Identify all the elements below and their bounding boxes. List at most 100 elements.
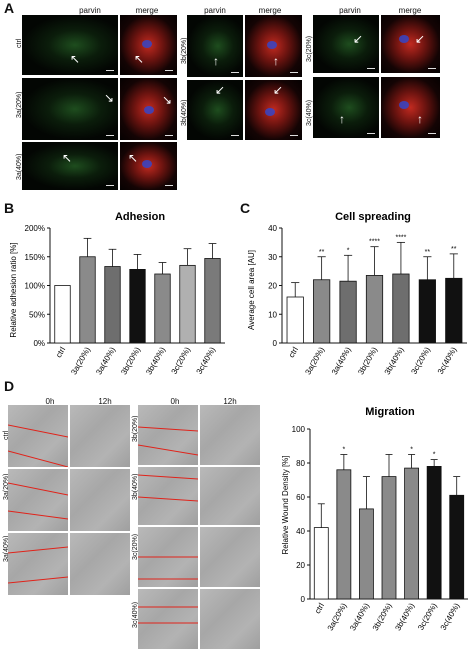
arrow-icon: ↙ — [273, 83, 284, 97]
nucleus — [142, 40, 152, 48]
adhesion-y-tick-label: 200% — [25, 224, 45, 233]
spreading-bar — [286, 296, 304, 344]
arrow-icon: ↘ — [162, 93, 173, 107]
scale-bar — [367, 133, 375, 134]
adhesion-ylabel: Relative adhesion ratio [%] — [9, 242, 18, 337]
migration-bar — [426, 466, 442, 600]
adhesion-bar — [79, 256, 96, 344]
adhesion-x-tick-label: 3b(20%) — [119, 345, 142, 376]
adhesion-y-tick-label: 0% — [33, 339, 45, 348]
spreading-significance-mark: ** — [451, 246, 457, 253]
wound-image-3b20-12h — [200, 405, 260, 465]
wound-image-3a40-12h — [70, 533, 130, 595]
migration-bar — [359, 508, 374, 600]
arrow-icon: ↘ — [104, 91, 115, 105]
time-header-12h-right: 12h — [223, 397, 237, 406]
wound-image-3a20-0h — [7, 469, 69, 531]
migration-bars: ctrl * 3a(20%) 3a(40%) 3b(20%) * 3b(40%) * 3c(20… — [313, 447, 465, 632]
scale-bar — [165, 185, 173, 186]
micrograph-merge-3b20: ↑ — [245, 15, 302, 77]
spreading-bars: ctrl**3a(20%)*3a(40%)****3b(20%)****3b(4… — [286, 234, 463, 376]
scale-bar — [231, 135, 239, 136]
migration-y-tick-label: 20 — [296, 561, 305, 570]
adhesion-bar — [204, 258, 221, 344]
micrograph-parvin-3b20: ↑ — [187, 15, 243, 77]
scale-bar — [290, 135, 298, 136]
scale-bar — [165, 70, 173, 71]
micrograph-merge-3b40: ↙ — [245, 80, 302, 140]
arrow-icon: ↖ — [128, 151, 139, 165]
adhesion-bar — [154, 273, 171, 344]
spreading-bar — [313, 279, 331, 344]
arrow-icon: ↖ — [62, 151, 73, 165]
row-label-3c20: 3c(20%) — [306, 35, 313, 62]
wound-image-3a40-0h — [7, 533, 69, 595]
spreading-bar — [339, 280, 357, 344]
spreading-chart-title: Cell spreading — [335, 211, 411, 223]
wound-image-3b20-0h — [137, 405, 199, 465]
panel-b-letter: B — [4, 200, 15, 216]
adhesion-bar — [179, 264, 196, 344]
scale-bar — [290, 72, 298, 73]
spreading-x-tick-label: 3c(20%) — [409, 345, 432, 376]
col-header-merge-1: merge — [135, 6, 159, 15]
col-header-merge-2: merge — [258, 6, 282, 15]
migration-y-tick-label: 100 — [292, 425, 306, 434]
migration-x-tick-label: 3c(20%) — [416, 601, 439, 632]
micrograph-parvin-3c40: ↑ — [313, 77, 379, 138]
migration-chart: Migration Relative Wound Density [%] 0 20… — [281, 406, 468, 632]
spreading-x-tick-label: ctrl — [287, 345, 300, 359]
spreading-x-tick-label: 3a(40%) — [330, 345, 353, 376]
arrow-icon: ↑ — [339, 112, 345, 126]
col-header-parvin-3: parvin — [339, 6, 361, 15]
adhesion-x-tick-label: ctrl — [54, 345, 67, 359]
nucleus — [399, 35, 409, 43]
adhesion-bar — [54, 285, 71, 344]
wound-image-3c40-0h — [138, 589, 198, 649]
migration-y-tick-label: 0 — [301, 595, 306, 604]
migration-y-tick-label: 80 — [296, 459, 305, 468]
micrograph-merge-3c40: ↑ — [381, 77, 440, 138]
migration-x-tick-label: 3b(20%) — [371, 601, 394, 632]
arrow-icon: ↑ — [273, 54, 279, 68]
micrograph-parvin-3b40: ↙ — [187, 80, 243, 140]
spreading-bar — [445, 277, 463, 344]
scale-bar — [106, 70, 114, 71]
migration-bar — [313, 527, 329, 600]
scale-bar — [367, 68, 375, 69]
spreading-x-tick-label: 3a(20%) — [303, 345, 326, 376]
arrow-icon: ↖ — [134, 52, 145, 66]
arrow-icon: ↑ — [213, 54, 219, 68]
spreading-y-tick-label: 30 — [268, 253, 277, 262]
arrow-icon: ↙ — [415, 32, 426, 46]
col-header-parvin-2: parvin — [204, 6, 226, 15]
arrow-icon: ↙ — [215, 83, 226, 97]
spreading-x-tick-label: 3c(40%) — [436, 345, 459, 376]
adhesion-bars: ctrl 3a(20%) 3a(40%) 3b(20%) 3b(40%) 3c(20%) 3… — [54, 237, 221, 376]
spreading-bar — [365, 275, 384, 344]
spreading-x-tick-label: 3b(20%) — [356, 345, 379, 376]
adhesion-x-tick-label: 3c(20%) — [170, 345, 193, 376]
migration-y-tick-label: 40 — [296, 527, 305, 536]
nucleus — [267, 41, 277, 49]
micrograph-merge-3c20: ↙ — [381, 15, 440, 73]
scale-bar — [106, 135, 114, 136]
migration-significance-mark: * — [342, 447, 345, 454]
adhesion-x-tick-label: 3c(40%) — [195, 345, 218, 376]
nucleus — [142, 160, 152, 168]
nucleus — [144, 106, 154, 114]
spreading-y-tick-label: 40 — [268, 224, 277, 233]
wound-image-ctrl-0h — [7, 405, 69, 468]
migration-bar — [449, 494, 465, 600]
micrograph-merge-3a40: ↖ — [120, 142, 177, 190]
adhesion-y-tick-label: 100% — [25, 282, 45, 291]
micrograph-parvin-3a20: ↘ — [22, 78, 118, 140]
migration-x-tick-label: 3a(40%) — [348, 601, 371, 632]
migration-bar — [336, 469, 352, 600]
spreading-x-tick-label: 3b(40%) — [383, 345, 406, 376]
migration-x-tick-label: 3c(40%) — [439, 601, 462, 632]
wound-image-3a20-12h — [70, 469, 130, 531]
arrow-icon: ↙ — [353, 32, 364, 46]
adhesion-y-tick-label: 50% — [29, 310, 45, 319]
adhesion-bar — [129, 269, 146, 344]
